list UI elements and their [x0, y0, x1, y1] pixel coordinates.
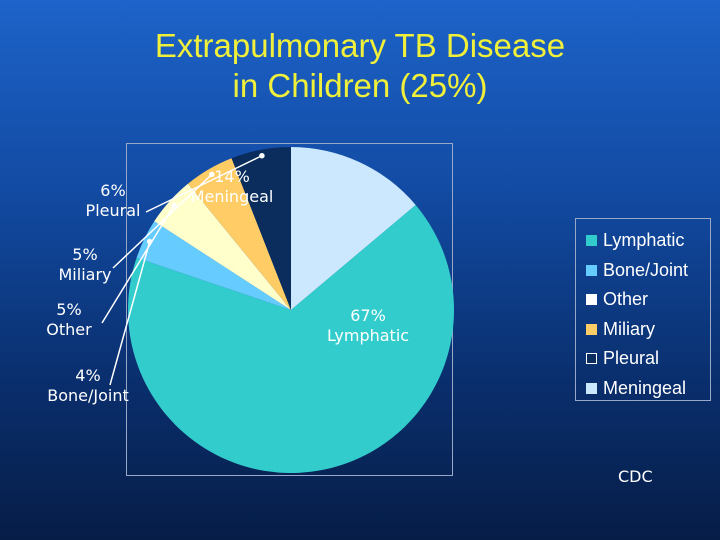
- pie-slice-other: [154, 183, 291, 310]
- slice-label-miliary-name: Miliary: [58, 265, 112, 284]
- legend-item-miliary: Miliary: [586, 315, 710, 345]
- slice-label-other-value: 5%: [56, 300, 82, 319]
- pie-slice-lymphatic: [128, 205, 455, 474]
- legend-label-meningeal: Meningeal: [603, 377, 687, 398]
- slice-label-meningeal-name: Meningeal: [190, 187, 274, 206]
- source-credit: CDC: [618, 467, 653, 486]
- slice-label-meningeal: 14% Meningeal: [191, 167, 274, 207]
- slice-label-meningeal-value: 14%: [214, 167, 250, 186]
- leader-line-miliary: [112, 173, 213, 269]
- slice-label-miliary: 5% Miliary: [59, 245, 112, 285]
- legend-swatch-meningeal: [586, 382, 597, 394]
- slice-label-lymphatic-value: 67%: [350, 306, 386, 325]
- slice-label-miliary-value: 5%: [72, 245, 98, 264]
- legend-swatch-lymphatic: [586, 235, 597, 247]
- legend-item-meningeal: Meningeal: [586, 374, 710, 404]
- legend-swatch-other: [586, 294, 597, 306]
- leader-tip-other: [171, 202, 177, 208]
- legend-label-miliary: Miliary: [603, 318, 655, 339]
- pie-slice-meningeal: [291, 147, 416, 310]
- chart-title: Extrapulmonary TB Disease in Children (2…: [0, 26, 720, 106]
- legend-swatch-bone-joint: [586, 264, 597, 276]
- chart-title-line-2: in Children (25%): [232, 67, 488, 104]
- slice-label-pleural-value: 6%: [100, 181, 126, 200]
- legend: Lymphatic Bone/Joint Other Miliary Pleur…: [575, 218, 711, 401]
- legend-label-lymphatic: Lymphatic: [603, 230, 685, 251]
- slice-label-bone-joint-value: 4%: [75, 366, 101, 385]
- legend-label-other: Other: [603, 289, 649, 310]
- legend-item-pleural: Pleural: [586, 344, 710, 374]
- legend-swatch-pleural: [586, 353, 597, 365]
- chart-title-line-1: Extrapulmonary TB Disease: [154, 27, 566, 64]
- slice-label-lymphatic-name: Lymphatic: [326, 326, 410, 345]
- slice-label-bone-joint-name: Bone/Joint: [47, 386, 129, 405]
- leader-line-bone-joint: [109, 241, 151, 386]
- slice-label-other-name: Other: [46, 320, 92, 339]
- slice-label-lymphatic: 67% Lymphatic: [327, 306, 409, 346]
- legend-item-bone-joint: Bone/Joint: [586, 256, 710, 286]
- slice-label-pleural-name: Pleural: [85, 201, 141, 220]
- leader-line-pleural: [145, 155, 263, 213]
- slice-label-pleural: 6% Pleural: [86, 181, 141, 221]
- slice-label-other: 5% Other: [46, 300, 91, 340]
- leader-tip-miliary: [209, 171, 215, 178]
- legend-label-pleural: Pleural: [603, 348, 660, 369]
- pie-slice-bone-joint: [136, 221, 291, 310]
- leader-tip-pleural: [259, 152, 265, 159]
- leader-tip-bone-joint: [146, 238, 153, 245]
- pie-slice-pleural: [231, 147, 291, 310]
- pie-slice-miliary: [187, 158, 291, 310]
- leader-line-other: [101, 204, 175, 324]
- legend-item-lymphatic: Lymphatic: [586, 226, 710, 256]
- slice-label-bone-joint: 4% Bone/Joint: [47, 366, 129, 406]
- legend-swatch-miliary: [586, 323, 597, 335]
- legend-item-other: Other: [586, 285, 710, 315]
- legend-label-bone-joint: Bone/Joint: [603, 259, 689, 280]
